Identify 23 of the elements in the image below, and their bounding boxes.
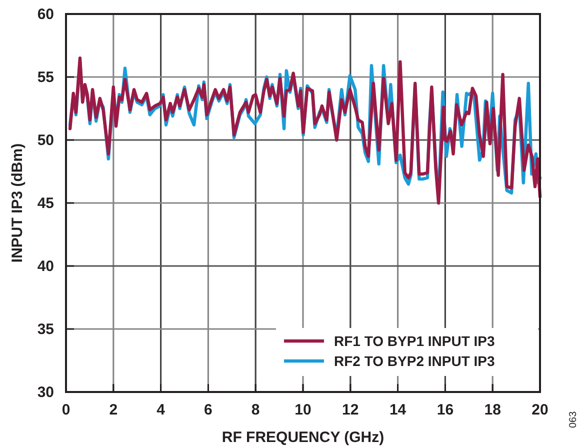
y-tick-label: 35 [37,320,54,338]
x-tick-label: 4 [156,402,166,419]
y-tick-label: 60 [37,6,54,23]
text: 063 [568,410,579,428]
x-tick-label: 16 [436,402,454,419]
x-tick-label: 20 [532,402,548,419]
x-tick-label: 10 [294,402,312,419]
y-tick-label: 55 [37,68,54,86]
legend-label: RF1 TO BYP1 INPUT IP3 [334,333,495,350]
x-tick-label: 18 [484,402,501,419]
x-tick-label: 14 [389,402,407,419]
y-axis-title: INPUT IP3 (dBm) [9,143,26,263]
y-tick-label: 45 [37,194,54,212]
y-tick-label: 40 [37,258,54,275]
x-tick-label: 2 [109,402,118,419]
legend-label: RF2 TO BYP2 INPUT IP3 [334,353,495,370]
x-tick-label: 12 [342,402,359,419]
x-tick-label: 6 [204,402,212,419]
x-axis-title: RF FREQUENCY (GHz) [222,429,384,446]
x-tick-label: 0 [62,402,70,419]
y-tick-label: 30 [37,384,54,401]
x-tick-label: 8 [251,402,260,419]
y-tick-label: 50 [37,132,54,149]
